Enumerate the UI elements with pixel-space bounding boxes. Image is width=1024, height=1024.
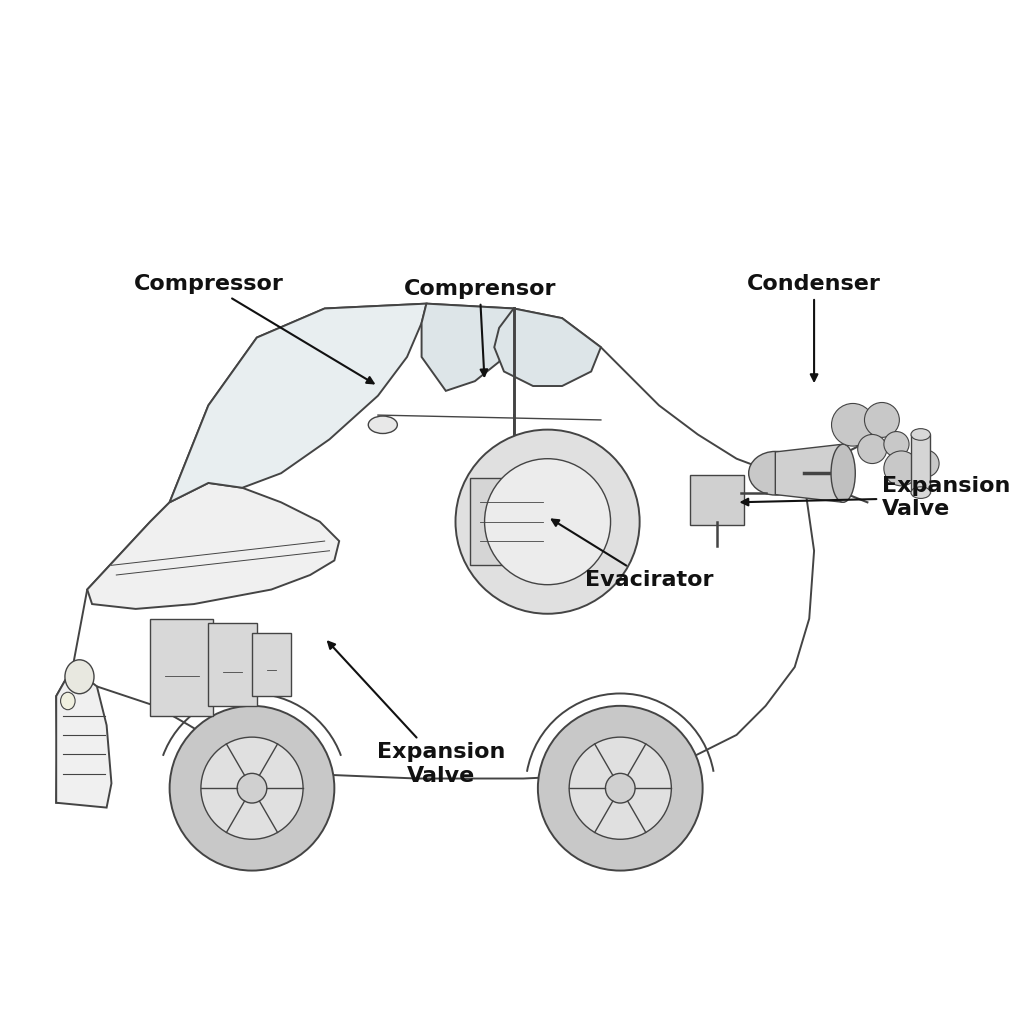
Circle shape	[912, 450, 939, 477]
Polygon shape	[422, 304, 514, 391]
FancyBboxPatch shape	[470, 478, 552, 565]
Ellipse shape	[60, 692, 75, 710]
Ellipse shape	[831, 444, 855, 503]
Polygon shape	[170, 304, 426, 503]
Text: Compressor: Compressor	[133, 274, 374, 383]
Text: Comprensor: Comprensor	[403, 280, 556, 376]
Circle shape	[858, 434, 887, 464]
Text: Condenser: Condenser	[748, 274, 881, 381]
Circle shape	[456, 430, 640, 613]
Circle shape	[884, 451, 919, 485]
Circle shape	[605, 773, 635, 803]
Ellipse shape	[749, 452, 802, 495]
Text: Expansion
Valve: Expansion Valve	[328, 642, 505, 785]
Circle shape	[569, 737, 672, 840]
Polygon shape	[56, 667, 112, 808]
FancyBboxPatch shape	[252, 633, 291, 696]
FancyBboxPatch shape	[151, 618, 213, 716]
Circle shape	[170, 706, 335, 870]
Ellipse shape	[369, 416, 397, 433]
Circle shape	[238, 773, 267, 803]
Ellipse shape	[911, 486, 931, 499]
FancyBboxPatch shape	[690, 475, 744, 524]
Polygon shape	[56, 304, 814, 803]
Polygon shape	[87, 483, 339, 609]
Circle shape	[538, 706, 702, 870]
Text: Evacirator: Evacirator	[552, 519, 714, 590]
Circle shape	[484, 459, 610, 585]
Circle shape	[884, 431, 909, 457]
Ellipse shape	[65, 659, 94, 693]
FancyBboxPatch shape	[208, 624, 257, 706]
Polygon shape	[911, 434, 931, 493]
Circle shape	[864, 402, 899, 437]
Circle shape	[831, 403, 874, 446]
Circle shape	[201, 737, 303, 840]
Polygon shape	[495, 308, 601, 386]
Text: Expansion
Valve: Expansion Valve	[741, 476, 1011, 519]
Ellipse shape	[911, 429, 931, 440]
Polygon shape	[775, 444, 843, 503]
